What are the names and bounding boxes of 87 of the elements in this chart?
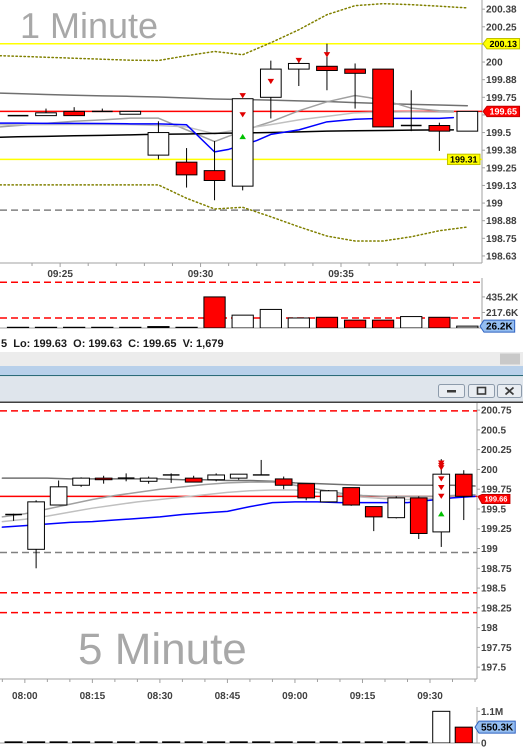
x-tick-label: 09:00 [282, 691, 308, 702]
y-tick-label: 198.63 [486, 251, 518, 262]
ref-line-label: 200.13 [490, 38, 518, 49]
y-tick-label: 199 [486, 198, 504, 210]
bar [454, 726, 473, 743]
y-tick-label: 1.1M [481, 706, 504, 718]
candlestick [274, 476, 293, 490]
x-tick-label: 09:30 [417, 691, 444, 702]
line-series [2, 496, 476, 528]
y-tick-label: 199.75 [481, 484, 512, 496]
x-tick-label: 08:45 [214, 691, 241, 702]
y-tick-label: 199.25 [486, 163, 518, 174]
y-tick-label: 435.2K [486, 292, 520, 304]
y-tick-label: 199 [481, 544, 498, 556]
y-tick-label: 199.5 [481, 504, 506, 516]
ref-line-label: 199.31 [450, 154, 478, 164]
bar [260, 308, 282, 328]
y-tick-label: 199.5 [486, 128, 512, 140]
line-series [0, 111, 454, 135]
y-tick-label: 26.2K [486, 322, 514, 333]
y-tick-label: 198.75 [486, 234, 518, 245]
y-tick-label: 200 [481, 464, 498, 476]
point [438, 485, 445, 490]
y-tick-label: 200.5 [481, 425, 506, 436]
y-tick-label: 200.38 [486, 4, 518, 16]
line-series [0, 184, 468, 242]
point [438, 476, 445, 482]
x-tick-label: 09:15 [350, 691, 376, 702]
y-tick-label: 198 [481, 623, 498, 634]
bar [400, 316, 422, 328]
candlestick [387, 496, 406, 519]
x-tick-label: 09:30 [188, 269, 214, 280]
point [438, 511, 445, 516]
point [239, 134, 246, 140]
y-tick-label: 197.75 [481, 642, 512, 654]
x-tick-label: 09:35 [328, 269, 354, 280]
y-tick-label: 200.75 [481, 406, 512, 417]
point [268, 78, 274, 84]
line-series [2, 477, 476, 487]
y-tick-label: 198.5 [481, 584, 506, 595]
x-tick-label: 08:15 [80, 691, 106, 702]
y-tick-label: 199.38 [486, 146, 518, 157]
x-tick-label: 08:00 [12, 691, 38, 702]
candlestick [204, 140, 226, 201]
line-series [0, 2, 468, 62]
candlestick [162, 472, 180, 484]
point [239, 112, 246, 118]
x-tick-label: 08:30 [147, 691, 174, 702]
x-tick-label: 09:25 [47, 269, 74, 280]
line-series [0, 116, 454, 153]
candlestick [320, 489, 338, 502]
y-tick-label: 200 [486, 58, 504, 69]
y-tick-label: 217.6K [486, 308, 520, 319]
y-tick-label: 198.75 [481, 564, 512, 575]
bar [432, 710, 450, 743]
y-tick-label: 200.25 [481, 445, 512, 456]
candlestick [252, 459, 270, 476]
bar [232, 314, 254, 328]
candlestick [316, 43, 338, 91]
chart-title: 1 Minute [20, 5, 158, 46]
point [438, 494, 445, 499]
y-tick-label: 199.13 [486, 180, 518, 192]
candlestick [364, 506, 383, 532]
y-tick-label: 550.3K [481, 722, 514, 734]
candlestick [50, 480, 68, 506]
candlestick [456, 110, 478, 132]
bar [288, 318, 310, 328]
y-tick-label: 199.75 [486, 92, 518, 104]
y-tick-label: 199.25 [481, 524, 512, 536]
candlestick [344, 62, 366, 110]
ref-line-label: 199.65 [490, 106, 518, 117]
y-tick-label: 0 [481, 738, 487, 750]
point [239, 93, 246, 98]
y-tick-label: 198.88 [486, 216, 518, 228]
text: 5 Lo: 199.63 O: 199.63 C: 199.65 V: 1,679 [1, 338, 224, 350]
candlestick [288, 58, 310, 87]
line-series [0, 92, 468, 107]
candlestick [4, 513, 23, 522]
point [438, 465, 445, 470]
text: 5 Minute [78, 625, 247, 674]
y-tick-label: 198.25 [481, 603, 512, 614]
y-tick-label: 200.25 [486, 22, 518, 34]
candlestick [176, 148, 198, 188]
point [324, 52, 330, 58]
point [296, 58, 302, 64]
y-tick-label: 199.88 [486, 75, 518, 86]
y-tick-label: 197.5 [481, 662, 506, 674]
